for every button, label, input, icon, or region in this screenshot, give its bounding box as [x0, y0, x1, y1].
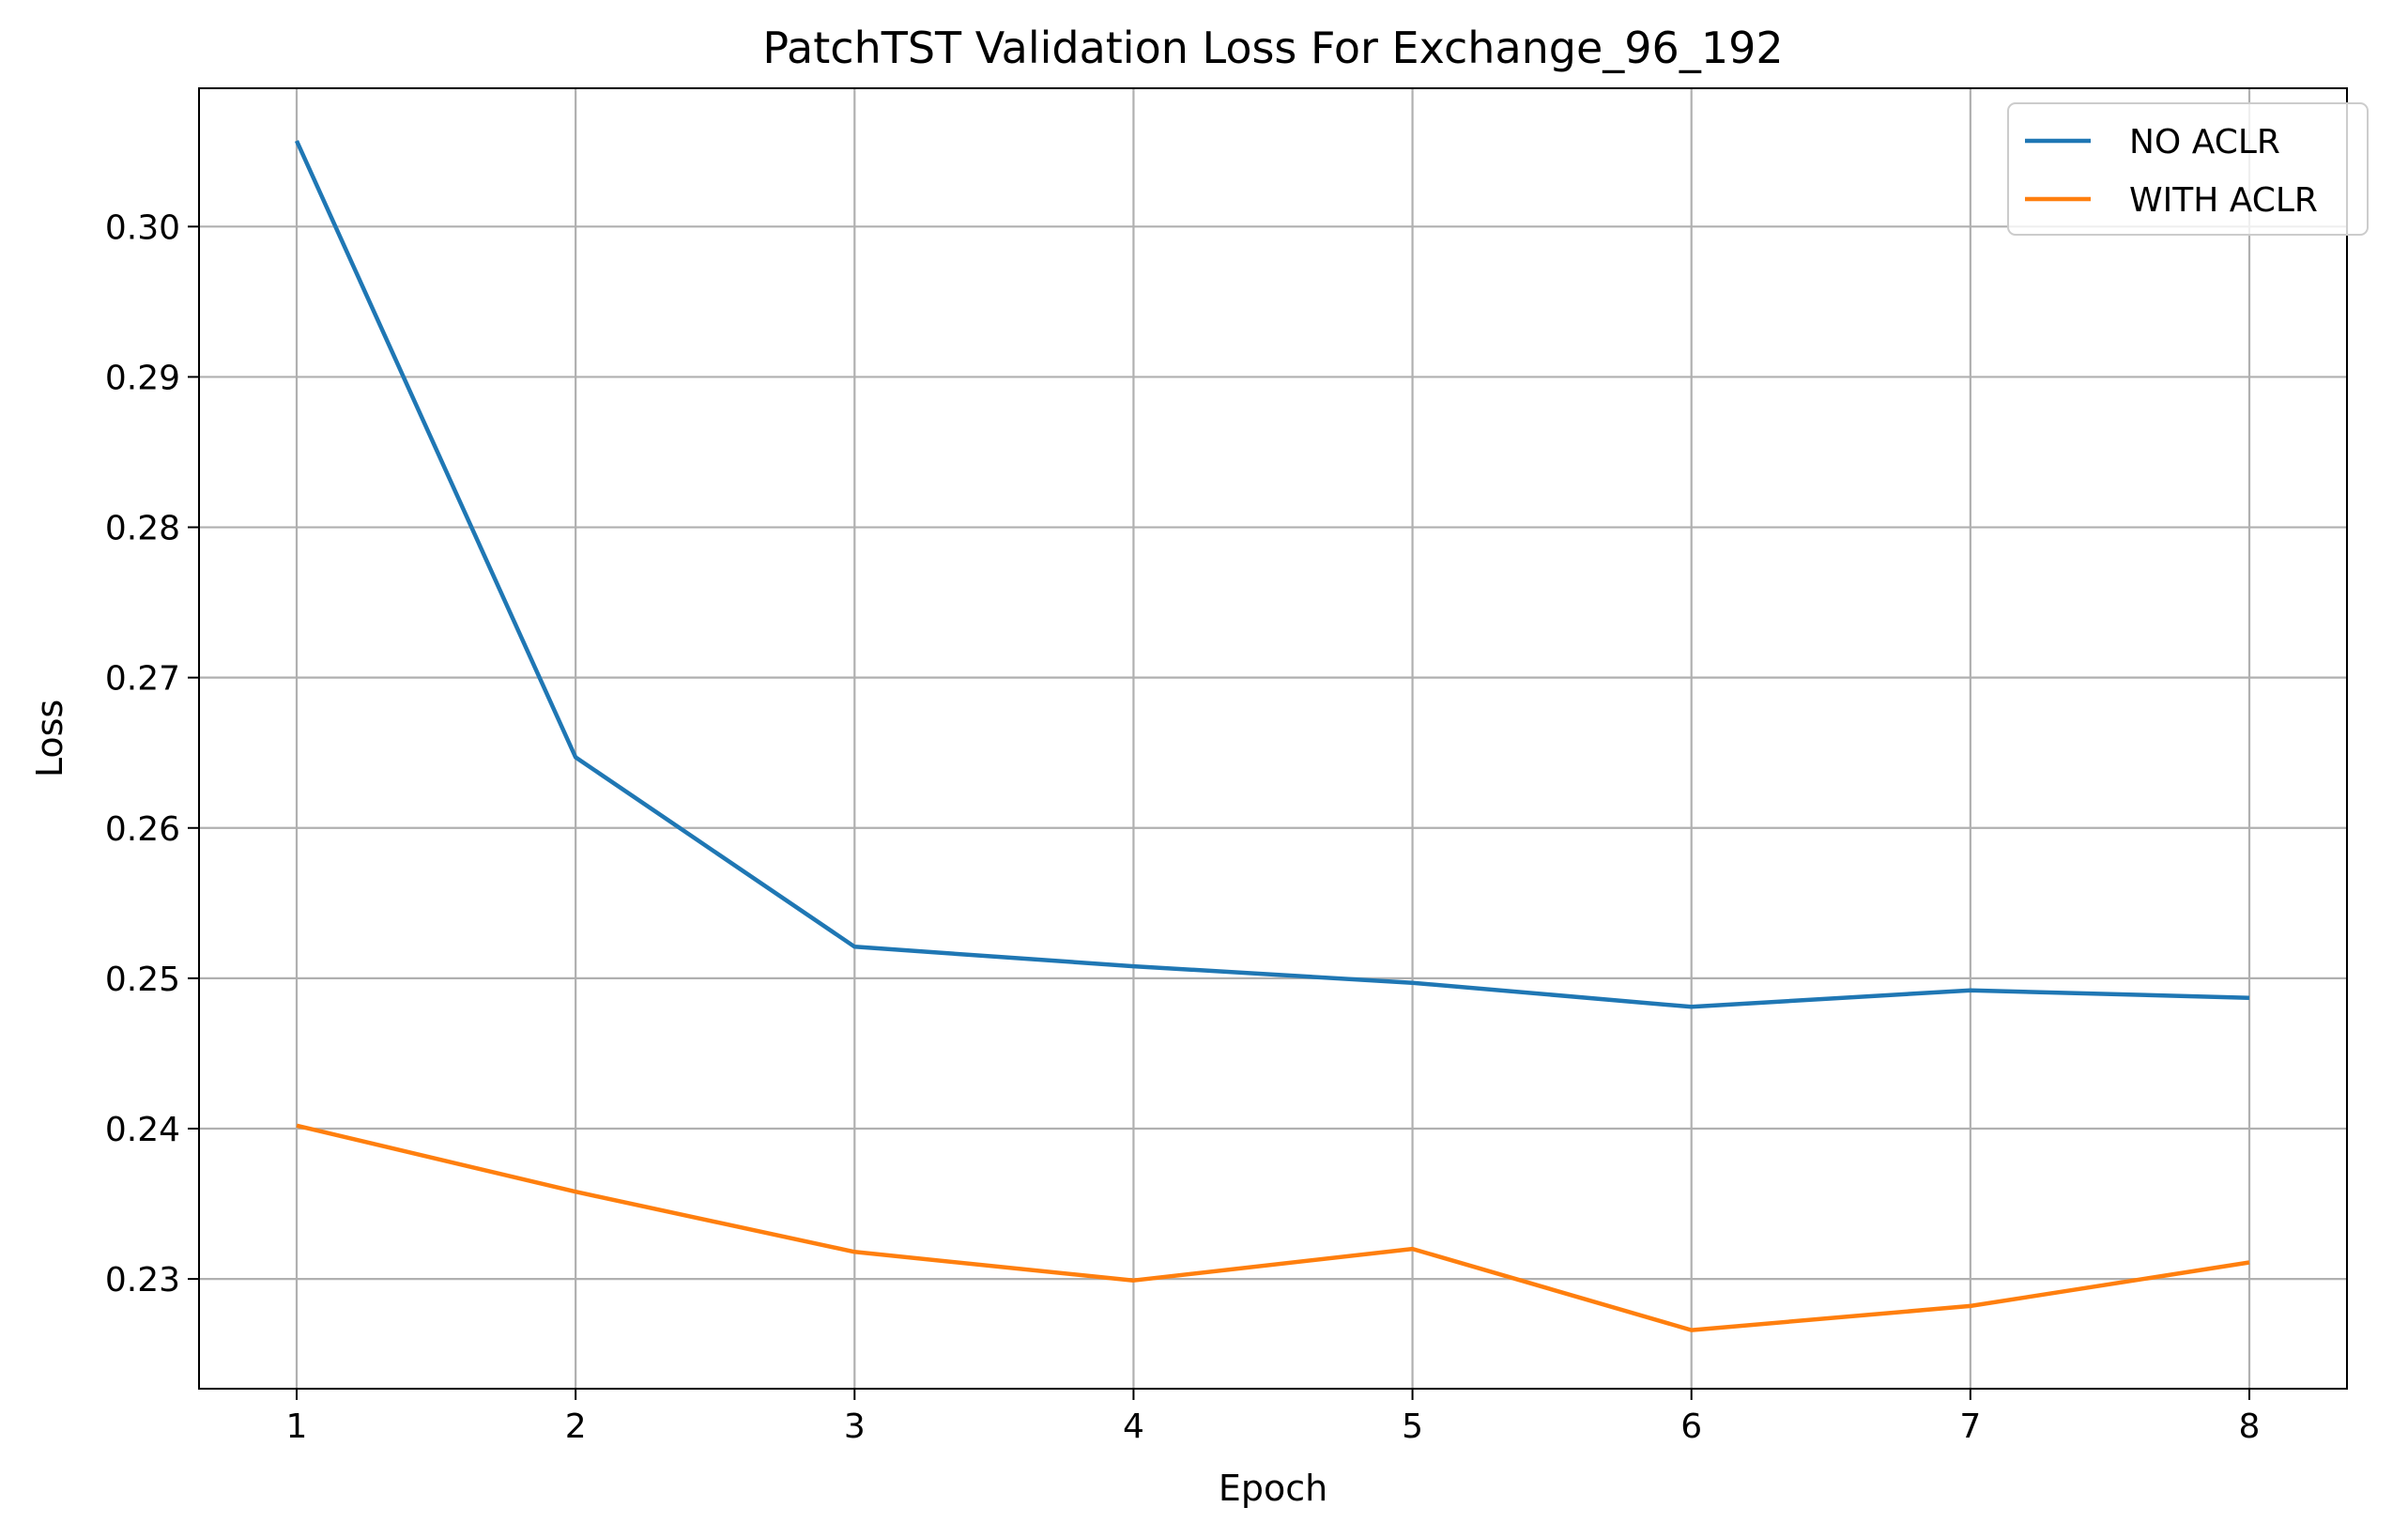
chart-title: PatchTST Validation Loss For Exchange_96… [762, 23, 1783, 73]
series-lines [294, 140, 2250, 1332]
grid-lines [199, 88, 2347, 1389]
x-axis-ticks: 1 2 3 4 5 6 7 8 [286, 1389, 2261, 1446]
legend-box [2007, 102, 2369, 236]
y-tick-label: 0.23 [105, 1261, 180, 1300]
x-tick-label: 5 [1402, 1407, 1423, 1446]
y-axis-ticks: 0.23 0.24 0.25 0.26 0.27 0.28 0.29 0.30 [105, 208, 199, 1300]
x-tick-label: 6 [1680, 1407, 1702, 1446]
y-axis-label: Loss [29, 700, 70, 777]
plot-area-frame [198, 87, 2348, 1390]
x-axis-label: Epoch [1219, 1468, 1327, 1509]
legend-label-no-aclr: NO ACLR [2129, 123, 2280, 161]
y-tick-label: 0.27 [105, 660, 180, 699]
y-tick-label: 0.29 [105, 359, 180, 397]
y-tick-label: 0.30 [105, 208, 180, 247]
x-tick-label: 2 [565, 1407, 587, 1446]
series-line-no-aclr [294, 140, 2250, 1009]
x-tick-label: 3 [844, 1407, 866, 1446]
y-tick-label: 0.24 [105, 1111, 180, 1149]
x-tick-label: 1 [286, 1407, 308, 1446]
x-tick-label: 8 [2239, 1407, 2261, 1446]
y-tick-label: 0.28 [105, 510, 180, 548]
legend-label-with-aclr: WITH ACLR [2129, 181, 2318, 220]
x-tick-label: 4 [1123, 1407, 1144, 1446]
y-tick-label: 0.25 [105, 961, 180, 999]
legend: NO ACLR WITH ACLR [2007, 102, 2369, 236]
y-tick-label: 0.26 [105, 810, 180, 849]
x-tick-label: 7 [1959, 1407, 1981, 1446]
series-line-with-aclr [296, 1123, 2250, 1332]
